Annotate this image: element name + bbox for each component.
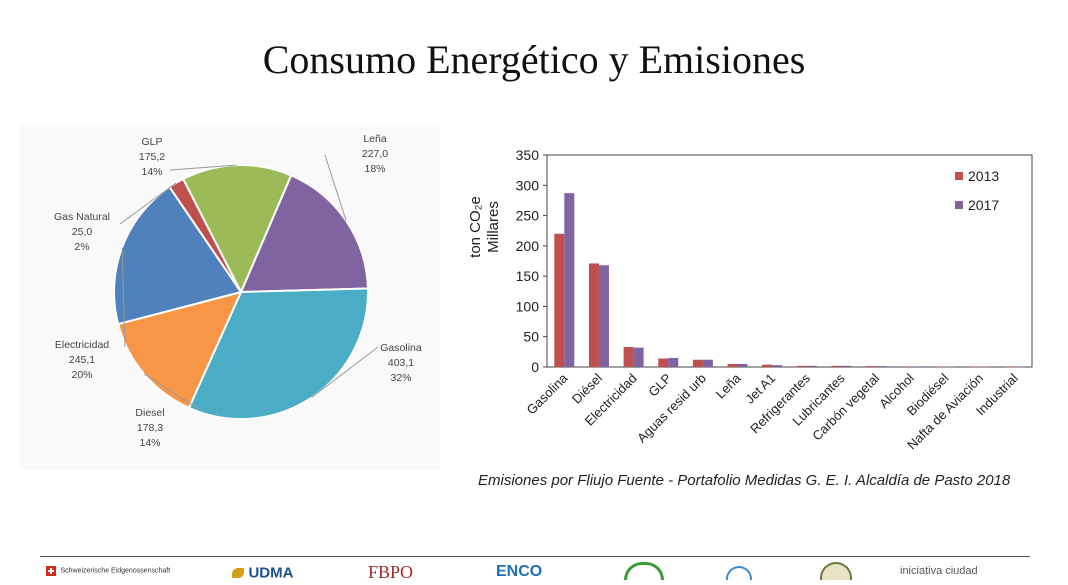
bar-2017-carbon-vegetal xyxy=(876,366,887,367)
pie-value-glp: 175,2 xyxy=(139,151,165,163)
y-tick-label: 200 xyxy=(516,238,540,254)
legend-label-2013: 2013 xyxy=(968,168,999,184)
pie-label-gas-natural: Gas Natural xyxy=(54,211,110,223)
y-tick-label: 100 xyxy=(516,298,540,314)
udma-leaf-icon xyxy=(232,567,244,578)
y-tick-label: 250 xyxy=(516,208,540,224)
y-tick-label: 0 xyxy=(531,359,539,375)
y-axis-label: ton CO₂e xyxy=(467,196,484,258)
bar-2017-lubricantes xyxy=(841,365,852,367)
bar-2013-lubricantes xyxy=(831,365,842,367)
swiss-flag-icon xyxy=(46,565,56,576)
seal-logo xyxy=(820,562,852,585)
green-logo xyxy=(624,562,664,585)
y-tick-label: 350 xyxy=(516,147,540,163)
x-tick-label-gasolina: Gasolina xyxy=(524,370,571,417)
pie-chart-panel: Leña 227,0 18% Gasolina 403,1 32% Diesel 178,3 1… xyxy=(20,125,440,470)
bar-2017-refrigerantes xyxy=(806,365,817,367)
ciudad-logo-text: iniciativa ciudad xyxy=(900,565,978,577)
udma-logo: UDMA xyxy=(232,564,293,582)
bar-chart: 0 50 100 150 200 250 300 350 ton CO₂e Millares Gas… xyxy=(467,147,1033,453)
bar-2013-gasolina xyxy=(554,233,565,367)
pie-chart: Leña 227,0 18% Gasolina 403,1 32% Diesel 178,3 1… xyxy=(54,133,422,449)
bar-2013-electricidad xyxy=(623,347,634,367)
pie-leader-line xyxy=(119,182,177,225)
bar-2013-refrigerantes xyxy=(796,365,807,367)
bar-2013-industrial xyxy=(1004,366,1015,368)
bar-2013-carbon-vegetal xyxy=(866,366,877,367)
bar-2017-gasolina xyxy=(564,193,575,367)
y-tick-label: 150 xyxy=(516,268,540,284)
legend-swatch-2017 xyxy=(955,201,963,209)
pie-leader-line xyxy=(311,346,379,399)
seal-logo-icon xyxy=(820,562,852,580)
bar-2017-electricidad xyxy=(633,347,644,367)
legend-label-2017: 2017 xyxy=(968,197,999,213)
pie-value-gasolina: 403,1 xyxy=(388,357,414,369)
bar-2013-biodiesel xyxy=(935,366,946,368)
bar-2013-alcohol xyxy=(900,366,911,367)
bar-2017-lena xyxy=(737,363,748,367)
pie-percent-gasolina: 32% xyxy=(390,372,411,384)
bar-2013-diesel xyxy=(588,263,599,367)
bar-plot-area xyxy=(546,154,1033,368)
pie-value-diesel: 178,3 xyxy=(137,422,163,434)
pie-percent-lena: 18% xyxy=(364,163,385,175)
x-tick-label-lena: Leña xyxy=(713,370,745,402)
bar-2017-biodiesel xyxy=(945,366,956,368)
enco-logo: ENCO xyxy=(496,563,542,581)
pie-label-lena: Leña xyxy=(363,133,387,145)
page-title: Consumo Energético y Emisiones xyxy=(262,37,806,82)
pie-leader-line xyxy=(169,164,237,171)
bar-2013-aguas-resid-urb xyxy=(692,359,703,367)
swiss-logo: Schweizerische Eidgenossenschaft xyxy=(46,562,170,580)
pie-label-glp: GLP xyxy=(141,136,162,148)
bar-2017-industrial xyxy=(1014,366,1025,368)
pie-leader-line xyxy=(324,154,347,221)
chart-caption: Emisiones por Fliujo Fuente - Portafolio… xyxy=(478,472,1011,489)
enco-logo-text: ENCO xyxy=(496,563,543,580)
bar-2013-nafta-de-aviacion xyxy=(970,366,981,368)
bar-2017-nafta-de-aviacion xyxy=(980,366,991,368)
pie-leader-line xyxy=(143,373,201,411)
pie-label-diesel: Diesel xyxy=(135,407,164,419)
pie-value-electricidad: 245,1 xyxy=(69,354,95,366)
bar-2013-glp xyxy=(658,358,669,367)
pie-percent-glp: 14% xyxy=(141,166,162,178)
pie-percent-diesel: 14% xyxy=(139,437,160,449)
y-axis-sublabel: Millares xyxy=(485,201,502,253)
green-circle-logo-icon xyxy=(624,562,664,580)
pie-label-gasolina: Gasolina xyxy=(380,342,422,354)
fbpo-logo-text: FBPO xyxy=(368,562,414,582)
ciudad-logo: iniciativa ciudad xyxy=(900,561,978,579)
bar-2013-jet-a1 xyxy=(762,364,773,367)
bar-2013-lena xyxy=(727,363,738,367)
pie-percent-electricidad: 20% xyxy=(71,369,92,381)
y-tick-label: 300 xyxy=(516,177,540,193)
blue-circle-logo-icon xyxy=(726,566,752,580)
pie-percent-gas-natural: 2% xyxy=(74,241,89,253)
bar-2017-diesel xyxy=(598,265,609,367)
swiss-logo-text: Schweizerische Eidgenossenschaft xyxy=(60,567,171,575)
legend-swatch-2013 xyxy=(955,172,963,180)
pie-value-gas-natural: 25,0 xyxy=(72,226,93,238)
x-tick-label-glp: GLP xyxy=(645,371,674,400)
bar-chart-panel: 0 50 100 150 200 250 300 350 ton CO₂e Millares Gas… xyxy=(455,135,1055,465)
udma-logo-text: UDMA xyxy=(248,564,294,582)
footer-divider xyxy=(40,556,1030,557)
bar-2017-glp xyxy=(668,357,679,367)
pie-value-lena: 227,0 xyxy=(362,148,388,160)
fbpo-logo: FBPO xyxy=(368,562,413,583)
bar-2017-alcohol xyxy=(910,366,921,367)
bar-2017-jet-a1 xyxy=(772,365,783,367)
blue-logo xyxy=(726,566,752,585)
pie-label-electricidad: Electricidad xyxy=(55,339,109,351)
bar-2017-aguas-resid-urb xyxy=(702,359,713,367)
pie-leader-line xyxy=(121,247,126,348)
y-tick-label: 50 xyxy=(523,329,539,345)
